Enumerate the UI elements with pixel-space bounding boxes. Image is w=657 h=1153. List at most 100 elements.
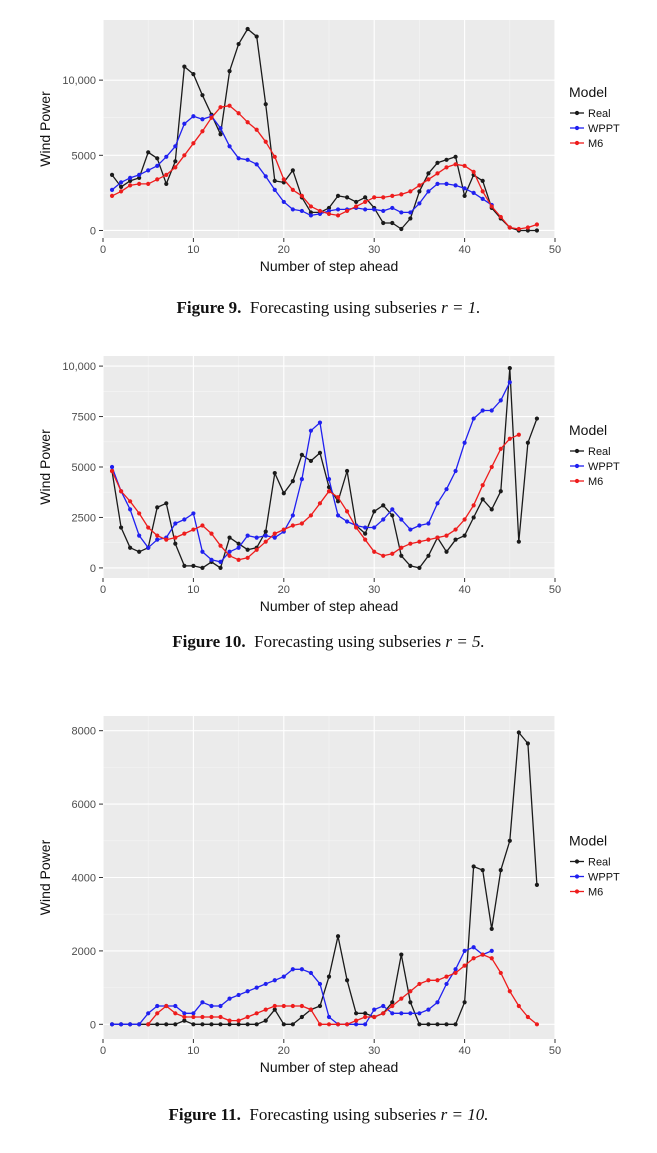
data-point-m6: [191, 527, 196, 532]
data-point-real: [534, 882, 540, 887]
data-point-wppt: [227, 996, 232, 1001]
data-point-wppt: [109, 187, 115, 192]
data-point-m6: [245, 1014, 250, 1020]
data-point-m6: [173, 535, 178, 540]
legend-key-point: [574, 874, 580, 879]
data-point-wppt: [444, 181, 449, 186]
data-point-real: [453, 154, 458, 159]
data-point-real: [317, 1003, 323, 1009]
data-point-real: [426, 553, 431, 558]
data-point-real: [363, 531, 368, 536]
data-point-m6: [516, 226, 521, 232]
data-point-wppt: [209, 1003, 214, 1009]
data-point-real: [435, 160, 440, 165]
data-point-m6: [444, 533, 449, 538]
data-point-wppt: [299, 967, 304, 972]
data-point-real: [471, 515, 476, 520]
x-tick-label: 20: [278, 584, 290, 596]
legend: Model Real WPPT M6: [569, 84, 620, 150]
data-point-wppt: [408, 210, 413, 215]
figure-9-caption: Figure 9. Forecasting using subseries r …: [0, 298, 657, 318]
data-point-wppt: [408, 1011, 413, 1016]
x-tick-label: 50: [549, 244, 561, 256]
data-point-m6: [308, 1007, 314, 1012]
data-point-m6: [281, 1003, 286, 1009]
data-point-wppt: [308, 213, 314, 218]
data-point-wppt: [363, 1022, 368, 1027]
data-point-m6: [480, 952, 485, 957]
data-point-wppt: [263, 981, 268, 987]
figure-9-label: Figure 9.: [176, 298, 242, 317]
data-point-wppt: [507, 380, 512, 385]
data-point-m6: [335, 1022, 341, 1027]
data-point-m6: [164, 537, 169, 542]
data-point-real: [272, 178, 277, 183]
data-point-real: [128, 545, 133, 550]
data-point-m6: [408, 541, 413, 546]
data-point-m6: [155, 177, 160, 182]
y-tick-label: 0: [90, 225, 96, 237]
data-point-wppt: [390, 205, 395, 211]
data-point-real: [344, 468, 350, 474]
data-point-real: [299, 452, 304, 457]
data-point-wppt: [326, 208, 332, 214]
data-point-wppt: [182, 1011, 187, 1016]
data-point-real: [363, 1011, 368, 1016]
data-point-m6: [254, 547, 259, 552]
data-point-real: [498, 489, 503, 494]
data-point-wppt: [363, 525, 368, 530]
data-point-wppt: [335, 207, 341, 212]
data-point-m6: [218, 1014, 223, 1020]
figure-10-chart: 0 10 20 30 40 50 0 2500 5000 7500 10,000 Number of …: [37, 356, 620, 614]
data-point-m6: [263, 139, 268, 144]
data-point-real: [417, 565, 422, 571]
data-point-wppt: [236, 156, 241, 161]
data-point-wppt: [417, 201, 422, 206]
data-point-m6: [254, 127, 259, 132]
y-tick-label: 0: [90, 1019, 96, 1031]
data-point-m6: [462, 163, 467, 168]
data-point-wppt: [218, 1003, 223, 1009]
data-point-wppt: [137, 172, 142, 177]
data-point-wppt: [290, 967, 295, 972]
data-point-wppt: [227, 549, 232, 554]
data-point-real: [263, 102, 268, 107]
data-point-m6: [281, 177, 286, 182]
data-point-m6: [218, 543, 223, 548]
x-axis-title: Number of step ahead: [260, 258, 399, 274]
data-point-m6: [344, 208, 350, 214]
data-point-m6: [471, 956, 476, 961]
data-point-wppt: [426, 521, 431, 526]
data-point-real: [272, 1007, 277, 1012]
data-point-wppt: [453, 967, 458, 972]
legend-label-m6: M6: [588, 476, 603, 488]
legend-key-point: [574, 463, 580, 469]
data-point-m6: [408, 189, 413, 194]
figure-10-label: Figure 10.: [172, 632, 246, 651]
data-point-real: [462, 533, 467, 538]
data-point-wppt: [435, 1000, 440, 1005]
y-axis-title: Wind Power: [37, 839, 53, 915]
data-point-m6: [471, 169, 476, 174]
x-tick-label: 0: [100, 244, 106, 256]
data-point-wppt: [109, 1022, 115, 1027]
x-tick-label: 40: [458, 1045, 470, 1057]
data-point-wppt: [471, 190, 476, 195]
x-tick-label: 40: [458, 584, 470, 596]
data-point-real: [444, 1022, 449, 1027]
data-point-m6: [137, 511, 142, 516]
data-point-m6: [525, 1014, 530, 1020]
data-point-wppt: [462, 948, 467, 954]
data-point-wppt: [137, 533, 142, 538]
data-point-m6: [290, 1003, 295, 1009]
x-tick-label: 30: [368, 244, 380, 256]
data-point-wppt: [155, 1003, 160, 1009]
data-point-wppt: [471, 416, 476, 421]
data-point-wppt: [245, 533, 250, 538]
data-point-wppt: [191, 511, 196, 516]
data-point-m6: [335, 213, 341, 218]
data-point-m6: [399, 996, 404, 1001]
data-point-wppt: [480, 196, 485, 202]
data-point-m6: [308, 204, 314, 209]
data-point-wppt: [299, 208, 304, 214]
